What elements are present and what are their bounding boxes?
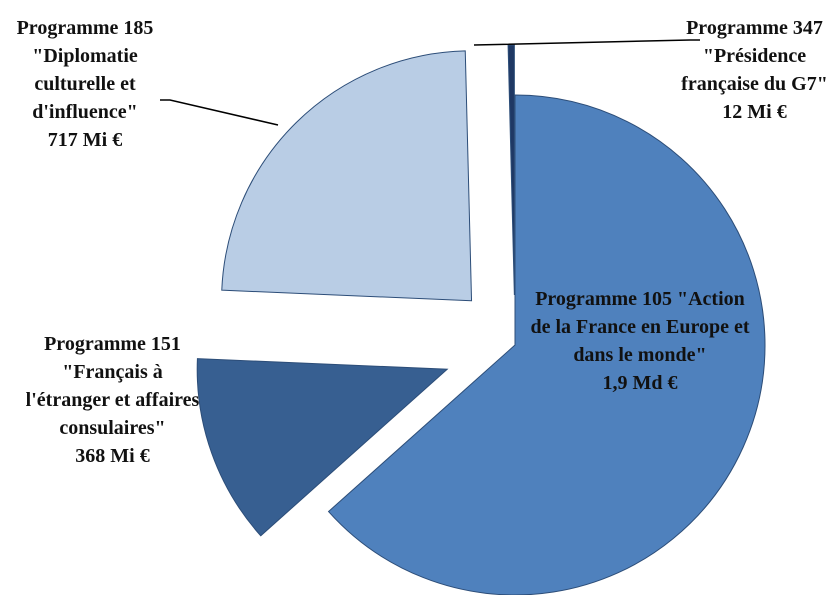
pie-slice — [327, 94, 766, 595]
slice-label: Programme 347 "Présidence française du G… — [672, 14, 837, 126]
pie-slice — [507, 44, 515, 296]
value-label: 1,9 Md € — [602, 372, 678, 394]
category-label: Programme 151 "Français à l'étranger et … — [25, 333, 200, 439]
category-label: Programme 105 "Action de la France en Eu… — [530, 288, 750, 366]
category-label: Programme 347 "Présidence française du G… — [681, 17, 828, 95]
slice-label: Programme 185 "Diplomatie culturelle et … — [0, 14, 170, 154]
slice-label: Programme 105 "Action de la France en Eu… — [530, 285, 750, 397]
category-label: Programme 185 "Diplomatie culturelle et … — [16, 17, 154, 123]
value-label: 717 Mi € — [47, 129, 123, 151]
pie-slice — [196, 358, 449, 537]
pie-slice — [221, 50, 473, 302]
leader-line — [473, 39, 700, 46]
slice-label: Programme 151 "Français à l'étranger et … — [20, 330, 205, 470]
value-label: 368 Mi € — [75, 445, 150, 467]
value-label: 12 Mi € — [722, 101, 787, 123]
leader-line — [160, 99, 279, 126]
